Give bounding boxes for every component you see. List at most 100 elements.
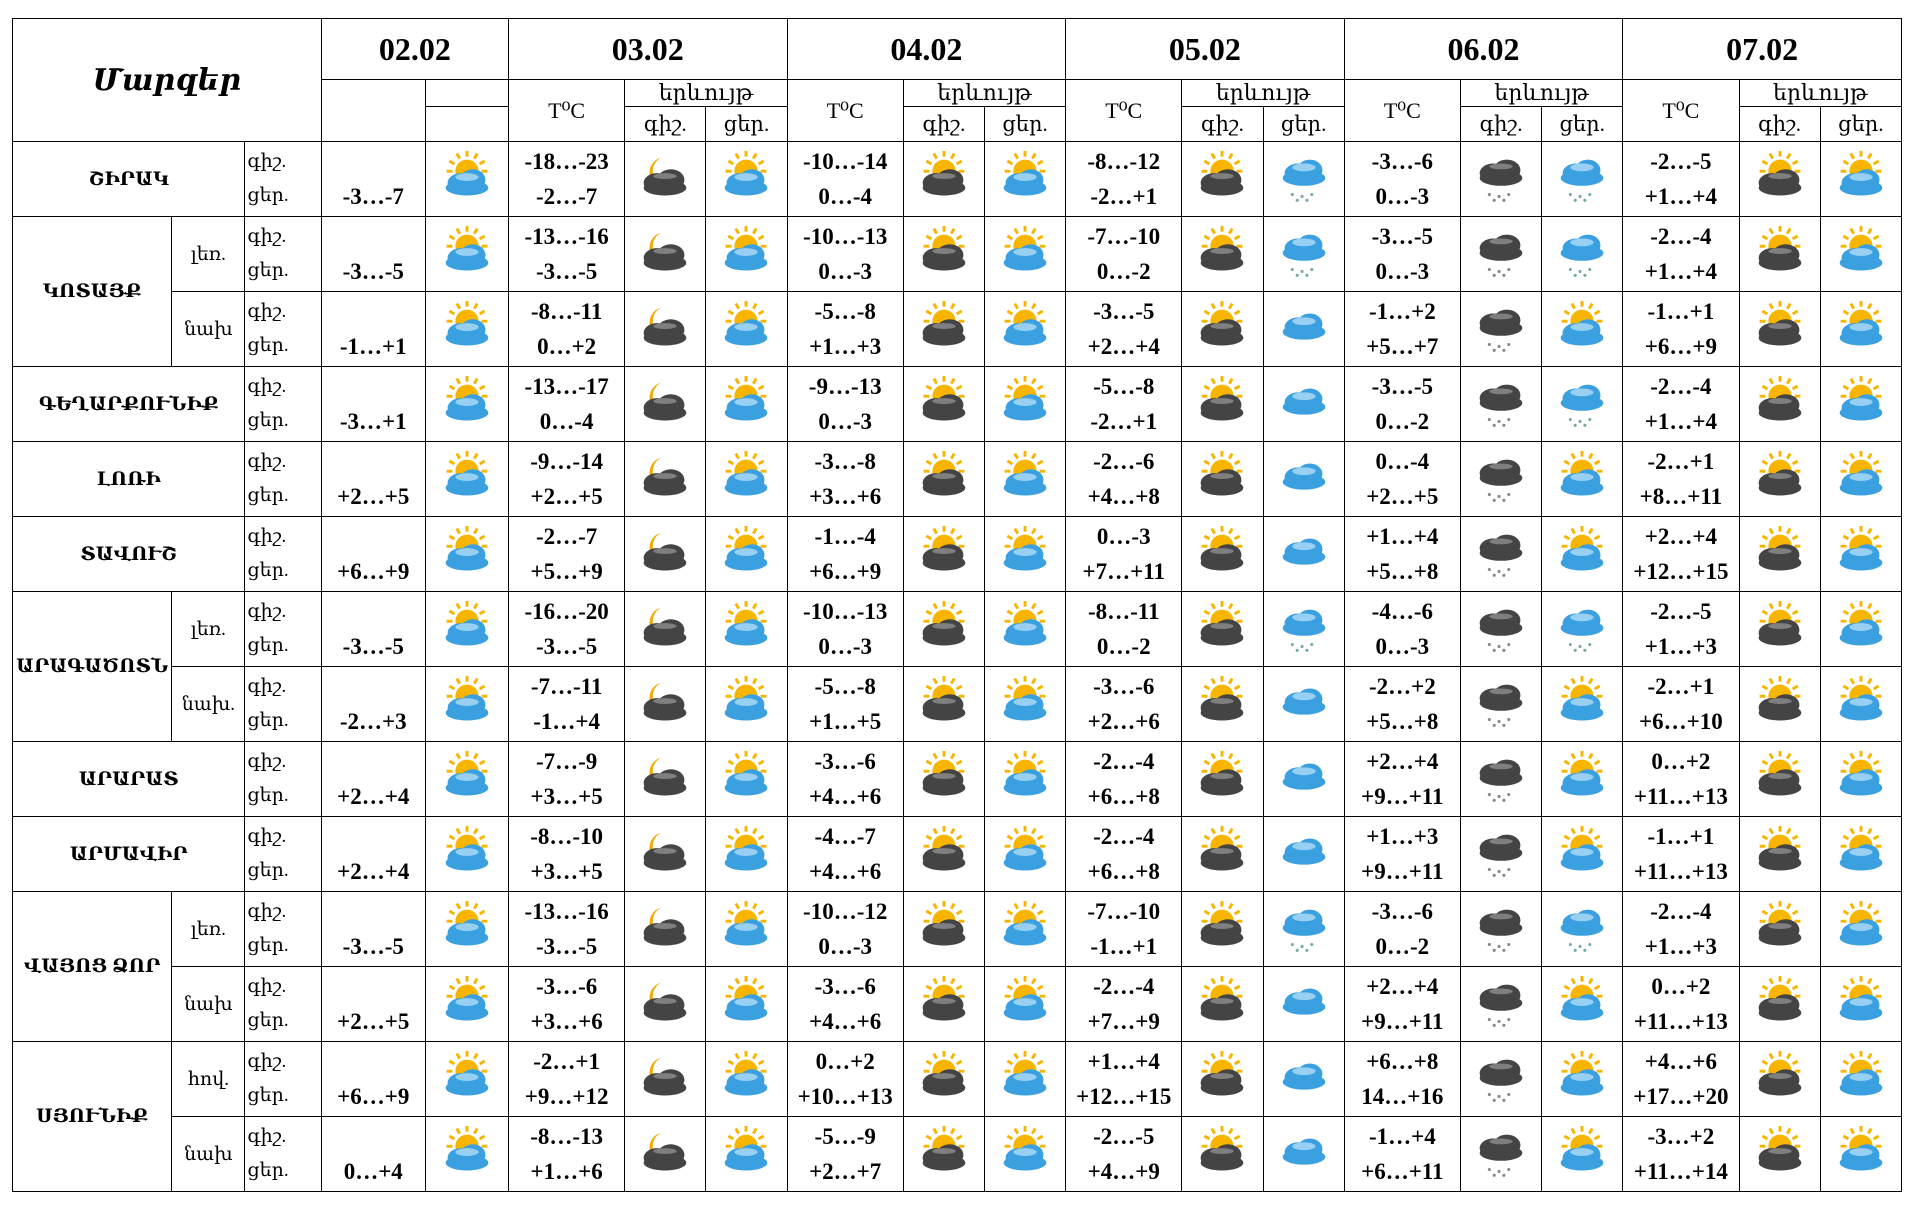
weather-icon	[1282, 763, 1325, 790]
icon-cell	[1459, 666, 1543, 742]
temp-cell: -3…-5	[320, 591, 426, 667]
temp: +1…+4	[1644, 409, 1717, 434]
weather-icon	[643, 532, 687, 571]
temp-cell: -2…-5 +4…+9	[1065, 1116, 1183, 1192]
icon-cell	[1541, 516, 1624, 592]
temp: +3…+6	[809, 484, 882, 509]
temp-cell: 0…+2 +10…+13	[786, 1041, 904, 1117]
weather-icon	[1282, 988, 1325, 1015]
weather-icon	[643, 457, 687, 496]
icon-cell	[902, 1041, 985, 1117]
phenomenon-header: երևույթ	[1738, 79, 1902, 107]
temp-cell: -2…+1 +9…+12	[508, 1041, 626, 1117]
weather-icon	[1560, 676, 1604, 721]
weather-icon	[1003, 1051, 1047, 1096]
icon-cell	[424, 1116, 510, 1192]
temp-cell: -3…-6 +4…+6	[786, 966, 904, 1042]
weather-icon	[1003, 976, 1047, 1021]
weather-icon	[725, 526, 768, 571]
weather-icon	[1282, 234, 1325, 277]
weather-icon	[725, 901, 768, 946]
weather-icon	[725, 301, 768, 346]
weather-icon	[1003, 601, 1047, 646]
day-header: ցեր.	[983, 106, 1067, 142]
temp: -3…+2	[1647, 1124, 1715, 1149]
weather-icon	[1201, 601, 1244, 646]
weather-icon	[1839, 1051, 1883, 1096]
phenomenon-header: երևույթ	[1181, 79, 1345, 107]
icon-cell	[1262, 741, 1345, 817]
icon-cell	[424, 291, 510, 367]
weather-icon	[643, 907, 687, 946]
temp: +11…+14	[1633, 1159, 1728, 1184]
forecast-table: Մարզեր 02.02 03.02 04.02 05.02 06.02 07.02 T⁰C ե…	[11, 18, 1903, 1192]
period-labels: գիշ. ցեր.	[244, 441, 322, 517]
weather-icon	[922, 826, 966, 871]
temp: -4…-6	[1371, 599, 1433, 624]
table-row: ՇԻՐԱԿ գիշ. ցեր. -3…-7 -18…-23 -2…-7 -10…-14 0……	[11, 141, 1903, 217]
icon-cell	[1738, 741, 1821, 817]
phenomenon-header: երևույթ	[624, 79, 788, 107]
weather-icon	[445, 601, 489, 646]
period-label: գիշ.	[247, 526, 287, 547]
weather-icon	[1282, 388, 1325, 415]
temp: -4…-7	[814, 824, 876, 849]
temp-cell: -2…-4 +1…+4	[1622, 366, 1740, 442]
icon-cell	[1541, 366, 1624, 442]
weather-icon	[1479, 159, 1523, 202]
icon-cell	[624, 666, 707, 742]
weather-icon	[643, 757, 687, 796]
weather-icon	[1560, 526, 1604, 571]
weather-icon	[445, 301, 489, 346]
weather-icon	[922, 1126, 966, 1171]
temp-header: T⁰C	[508, 79, 626, 142]
icon-cell	[1459, 591, 1543, 667]
icon-cell	[705, 741, 788, 817]
icon-cell	[1738, 366, 1821, 442]
weather-icon	[1479, 1059, 1523, 1102]
icon-cell	[1459, 891, 1543, 967]
weather-icon	[1479, 984, 1523, 1027]
weather-icon	[1839, 151, 1883, 196]
temp: -13…-17	[524, 374, 609, 399]
night-header: գիշ.	[624, 106, 707, 142]
weather-icon	[643, 307, 687, 346]
weather-icon	[1839, 751, 1883, 796]
temp-cell: -1…+2 +5…+7	[1343, 291, 1461, 367]
date-header: 06.02	[1343, 18, 1624, 80]
icon-cell	[1541, 891, 1624, 967]
weather-icon	[1839, 451, 1883, 496]
temp-cell: +1…+3 +9…+11	[1343, 816, 1461, 892]
icon-cell	[1181, 666, 1264, 742]
temp: +2…+4	[1644, 524, 1717, 549]
temp: -1…+1	[1647, 299, 1715, 324]
forecast-table-wrap: Մարզեր 02.02 03.02 04.02 05.02 06.02 07.02 T⁰C ե…	[11, 18, 1903, 1192]
temp: +7…+11	[1082, 559, 1165, 584]
weather-icon	[1479, 834, 1523, 877]
weather-icon	[1758, 451, 1801, 496]
icon-cell	[1819, 1041, 1903, 1117]
temp: +2…+5	[337, 484, 410, 509]
weather-icon	[1839, 601, 1883, 646]
temp: -1…-4	[814, 524, 876, 549]
temp: 0…-3	[1375, 259, 1430, 284]
table-row: ԳԵՂԱՐՔՈՒՆԻՔ գիշ. ցեր. -3…+1 -13…-17 0…-4 -9…-…	[11, 366, 1903, 442]
region-name: ԱՐՄԱՎԻՐ	[11, 816, 246, 892]
period-labels: գիշ. ցեր.	[244, 291, 322, 367]
temp: -3…-6	[1093, 674, 1155, 699]
temp-cell: +6…+8 14…+16	[1343, 1041, 1461, 1117]
temp	[322, 969, 424, 1004]
temp: -3…-5	[342, 934, 404, 959]
icon-cell	[1738, 591, 1821, 667]
temp: +1…+4	[1366, 524, 1439, 549]
weather-icon	[1839, 526, 1883, 571]
region-name: ՇԻՐԱԿ	[11, 141, 246, 217]
temp-cell: -3…+1	[320, 366, 426, 442]
icon-cell	[1262, 441, 1345, 517]
weather-icon	[1282, 1063, 1325, 1090]
icon-cell	[424, 816, 510, 892]
icon-cell	[1181, 591, 1264, 667]
temp: 14…+16	[1361, 1084, 1444, 1109]
temp: -2…-6	[1093, 449, 1155, 474]
temp: +4…+6	[809, 784, 882, 809]
